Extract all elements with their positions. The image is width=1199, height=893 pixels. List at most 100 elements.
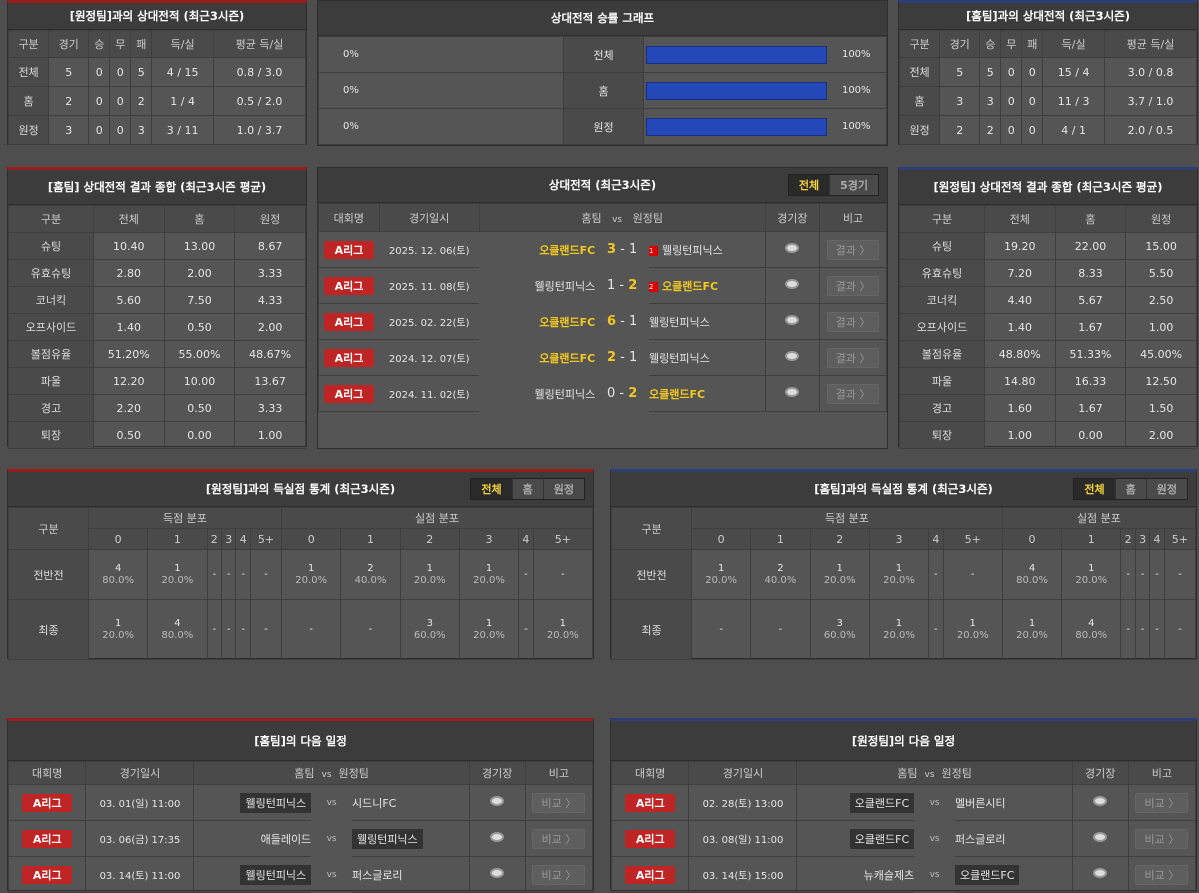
tab-0[interactable]: 전체 bbox=[788, 175, 830, 195]
away-win-pct: 0% bbox=[318, 36, 564, 73]
col-header: 대회명 bbox=[7, 761, 87, 785]
col-header: 득/실 bbox=[151, 30, 214, 58]
match-date: 2025. 12. 06(토) bbox=[379, 231, 480, 268]
away-win-pct: 0% bbox=[318, 108, 564, 145]
vs-label: vs bbox=[929, 833, 940, 844]
compare-button[interactable]: 비교 〉 bbox=[532, 864, 586, 885]
graph-row: 0% 원정 100% bbox=[318, 108, 887, 145]
graph-row: 0% 홈 100% bbox=[318, 72, 887, 109]
compare-button[interactable]: 비교 〉 bbox=[532, 792, 586, 813]
tab-1[interactable]: 5경기 bbox=[829, 175, 878, 195]
result-button[interactable]: 결과 〉 bbox=[826, 383, 880, 404]
schedule-row: A리그 03. 14(토) 15:00 뉴캐슬제츠 vs 오클랜드FC 비교 〉 bbox=[610, 856, 1197, 893]
cell: 원정 bbox=[898, 115, 941, 145]
stadium-icon[interactable] bbox=[490, 832, 505, 842]
tab-1[interactable]: 홈 bbox=[1114, 479, 1146, 499]
home-team: 오클랜드FC bbox=[539, 351, 596, 365]
col-header: 패 bbox=[130, 30, 153, 58]
cell: 5.67 bbox=[1054, 286, 1127, 314]
row-label: 최종 bbox=[611, 599, 692, 660]
tab-0[interactable]: 전체 bbox=[471, 479, 512, 499]
result-button[interactable]: 결과 〉 bbox=[826, 275, 880, 296]
stadium-icon[interactable] bbox=[1093, 796, 1108, 806]
goal-cell: - bbox=[235, 599, 251, 660]
filter-tabs: 전체 5경기 bbox=[787, 174, 879, 196]
stadium-icon[interactable] bbox=[785, 351, 800, 361]
stadium-icon[interactable] bbox=[1093, 868, 1108, 878]
goal-cell: - bbox=[1149, 599, 1165, 660]
away-score: 1 bbox=[629, 242, 638, 258]
stadium-icon[interactable] bbox=[490, 868, 505, 878]
cell: 1.00 bbox=[1125, 313, 1197, 341]
col-header: 경기장 bbox=[468, 761, 526, 785]
win-rate-bar bbox=[646, 81, 827, 100]
cell: 퇴장 bbox=[8, 421, 94, 449]
compare-button[interactable]: 비교 〉 bbox=[532, 828, 586, 849]
match-date: 03. 01(일) 11:00 bbox=[85, 784, 195, 821]
cell: 14.80 bbox=[983, 367, 1056, 395]
tab-1[interactable]: 홈 bbox=[511, 479, 543, 499]
panel-title: [홈팀]의 다음 일정 bbox=[8, 721, 593, 761]
away-team: 웰링턴피닉스 bbox=[649, 351, 710, 365]
col-header: 승 bbox=[979, 30, 1002, 58]
cell: 1.00 bbox=[983, 421, 1056, 449]
cell: 0 bbox=[88, 57, 111, 87]
tab-2[interactable]: 원정 bbox=[1145, 479, 1187, 499]
goal-cell: - bbox=[206, 549, 223, 600]
result-button[interactable]: 결과 〉 bbox=[826, 347, 880, 368]
tab-0[interactable]: 전체 bbox=[1074, 479, 1115, 499]
col-header: 평균 득/실 bbox=[213, 30, 306, 58]
compare-button[interactable]: 비교 〉 bbox=[1135, 792, 1189, 813]
home-team: 웰링턴피닉스 bbox=[534, 279, 596, 293]
away-h2h-panel: [원정팀]과의 상대전적 (최근3시즌) 구분 경기 승 무 패 득/실 평균 득/실 전체 5 0… bbox=[7, 0, 307, 145]
goal-cell: 3 60.0% bbox=[809, 599, 870, 660]
stadium-icon[interactable] bbox=[785, 243, 800, 253]
col-header: 패 bbox=[1021, 30, 1044, 58]
tab-2[interactable]: 원정 bbox=[542, 479, 584, 499]
goals-right-panel: [홈팀]과의 득실점 통계 (최근3시즌) 전체 홈 원정 구분 득점 분포 실점 분포 0 1… bbox=[610, 469, 1197, 660]
cell: 2.00 bbox=[163, 259, 236, 287]
goal-cell: - bbox=[249, 549, 283, 600]
league-badge: A리그 bbox=[22, 829, 73, 848]
goal-count-header: 0 bbox=[87, 528, 149, 550]
goal-count-header: 3 bbox=[1134, 528, 1151, 550]
goal-cell: 1 20.0% bbox=[147, 549, 208, 600]
col-header: 구분 bbox=[899, 205, 985, 233]
row-label: 전반전 bbox=[611, 549, 692, 600]
col-header: 경기 bbox=[939, 30, 981, 58]
stadium-icon[interactable] bbox=[1093, 832, 1108, 842]
stadium-icon[interactable] bbox=[785, 315, 800, 325]
stadium-icon[interactable] bbox=[490, 796, 505, 806]
goal-cell: - bbox=[750, 599, 811, 660]
col-header: 전체 bbox=[983, 205, 1056, 233]
table-row: 슈팅 10.40 13.00 8.67 bbox=[8, 232, 306, 260]
schedule-row: A리그 02. 28(토) 13:00 오클랜드FC vs 멜버른시티 비교 〉 bbox=[610, 784, 1197, 821]
away-stats-panel: [원정팀] 상대전적 결과 종합 (최근3시즌 평균) 구분 전체 홈 원정 슈팅 19.2… bbox=[898, 167, 1198, 449]
cell: 전체 bbox=[898, 57, 941, 87]
stadium-icon[interactable] bbox=[785, 279, 800, 289]
win-rate-bar bbox=[646, 45, 827, 64]
goal-cell: 3 60.0% bbox=[399, 599, 460, 660]
col-header: 원정 bbox=[234, 205, 306, 233]
col-header: 무 bbox=[1000, 30, 1023, 58]
cell: 퇴장 bbox=[899, 421, 985, 449]
compare-button[interactable]: 비교 〉 bbox=[1135, 828, 1189, 849]
result-button[interactable]: 결과 〉 bbox=[826, 239, 880, 260]
scored-header: 득점 분포 bbox=[87, 507, 283, 529]
result-button[interactable]: 결과 〉 bbox=[826, 311, 880, 332]
cell: 2.50 bbox=[1125, 286, 1197, 314]
table-row: 전반전 4 80.0% 1 20.0% - - - -1 20.0% 2 40.0% 1 20.0% 1 20… bbox=[8, 549, 594, 600]
goal-count-header: 4 bbox=[235, 528, 251, 550]
cell: 3 bbox=[939, 86, 981, 116]
cell: 원정 bbox=[7, 115, 50, 145]
table-row: 파울 14.80 16.33 12.50 bbox=[899, 367, 1197, 395]
schedule-row: A리그 03. 06(금) 17:35 애들레이드 vs 웰링턴피닉스 비교 〉 bbox=[7, 820, 594, 857]
league-badge: A리그 bbox=[324, 240, 375, 259]
compare-button[interactable]: 비교 〉 bbox=[1135, 864, 1189, 885]
cell: 3 bbox=[979, 86, 1002, 116]
goal-cell: 1 20.0% bbox=[690, 549, 752, 600]
goal-cell: - bbox=[532, 549, 594, 600]
stadium-icon[interactable] bbox=[785, 387, 800, 397]
match-date: 2024. 11. 02(토) bbox=[379, 375, 480, 412]
cell: 8.67 bbox=[234, 232, 306, 260]
